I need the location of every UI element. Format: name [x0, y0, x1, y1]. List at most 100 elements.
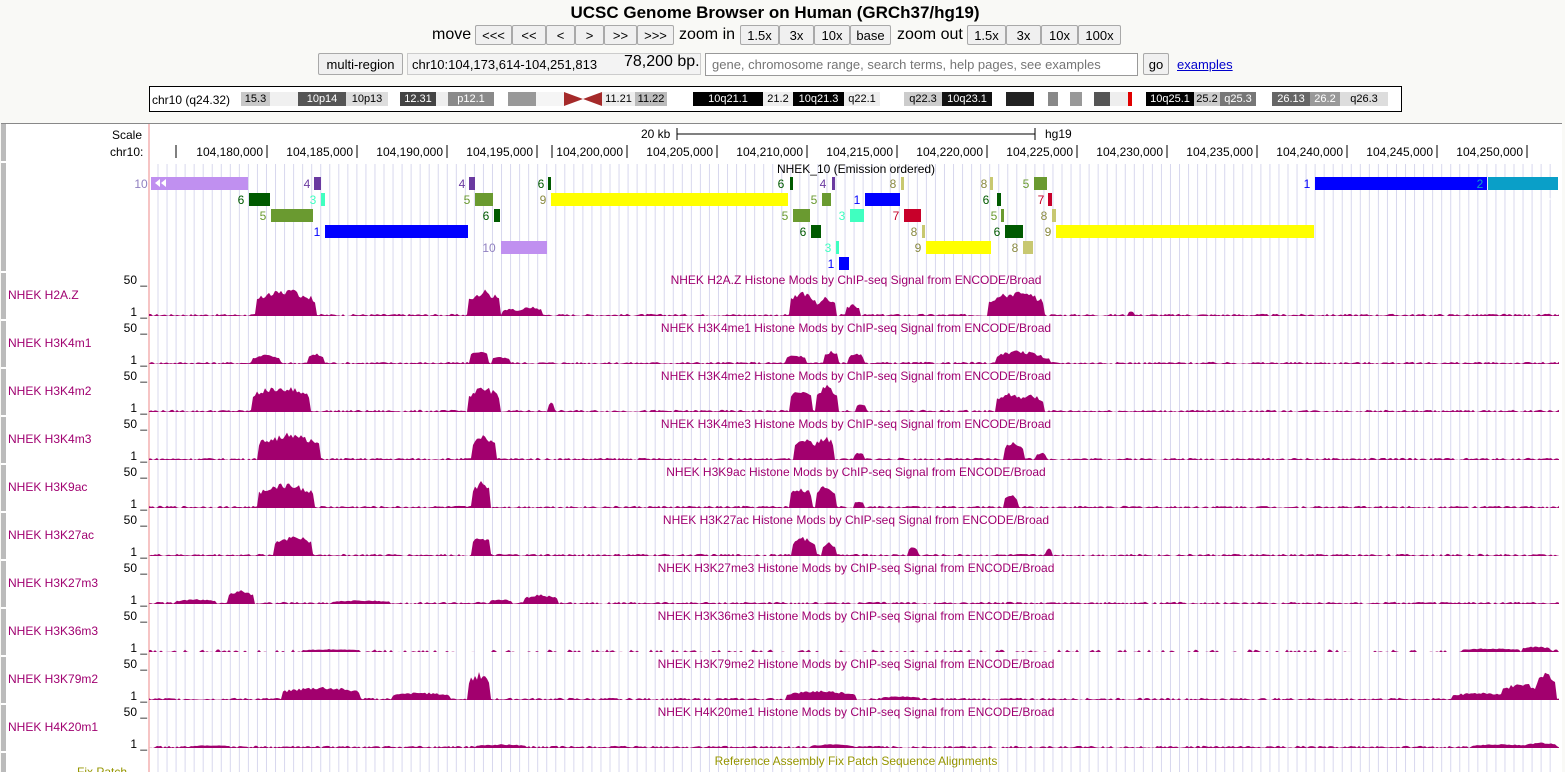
chromhmm-state-block[interactable] [839, 257, 849, 270]
chromhmm-state-block[interactable] [314, 177, 321, 190]
chromhmm-state-block[interactable] [904, 209, 921, 222]
examples-link[interactable]: examples [1177, 57, 1233, 72]
chromhmm-state-block[interactable] [1023, 241, 1033, 254]
ruler-tick-label: 104,250,000 [1456, 145, 1523, 159]
track-label[interactable]: NHEK H3K4m2 [8, 384, 92, 398]
track-label[interactable]: NHEK H3K4m1 [8, 336, 92, 350]
band-label: q22.1 [844, 92, 880, 106]
chromosome-ideogram[interactable]: chr10 (q24.32) 15.3 10p14 10p13 12.31 p1… [149, 86, 1402, 112]
chromhmm-state-block[interactable] [922, 225, 925, 238]
zoom-out-1.5x-button[interactable]: 1.5x [967, 25, 1006, 45]
signal-track[interactable]: NHEK H3K4me2 Histone Mods by ChIP-seq Si… [124, 369, 1559, 415]
chromhmm-state-label: 5 [782, 209, 789, 223]
chromhmm-state-block[interactable] [997, 193, 1001, 206]
zoom-in-1.5x-button[interactable]: 1.5x [740, 25, 779, 45]
zoom-in-10x-button[interactable]: 10x [814, 25, 850, 45]
chromhmm-state-block[interactable] [475, 193, 493, 206]
chromhmm-state-block[interactable] [469, 177, 475, 190]
track-drag-handles[interactable] [1, 124, 6, 772]
chromhmm-state-block[interactable] [494, 209, 500, 222]
signal-track[interactable]: NHEK H3K79me2 Histone Mods by ChIP-seq S… [124, 657, 1559, 703]
chromhmm-state-block[interactable] [551, 193, 788, 206]
move-left-far-button[interactable]: <<< [475, 25, 512, 45]
chromhmm-state-block[interactable] [1034, 177, 1047, 190]
position-bar: multi-region chr10:104,173,614-104,251,8… [0, 53, 1565, 77]
zoom-out-3x-button[interactable]: 3x [1006, 25, 1041, 45]
chromhmm-state-block[interactable] [793, 209, 810, 222]
chromhmm-state-block[interactable] [822, 193, 831, 206]
track-label[interactable]: NHEK H3K4m3 [8, 432, 92, 446]
chromhmm-state-label: 6 [983, 193, 990, 207]
chromhmm-state-block[interactable] [1488, 177, 1558, 190]
zoom-out-10x-button[interactable]: 10x [1041, 25, 1078, 45]
chromhmm-state-block[interactable] [501, 241, 547, 254]
ruler-tick-label: 104,210,000 [736, 145, 803, 159]
chromhmm-state-block[interactable] [548, 177, 551, 190]
chromhmm-state-block[interactable] [1315, 177, 1487, 190]
signal-track[interactable]: NHEK H3K4me1 Histone Mods by ChIP-seq Si… [124, 321, 1559, 367]
track-label[interactable]: NHEK H3K27m3 [8, 576, 99, 590]
track-label[interactable]: NHEK H3K9ac [8, 480, 88, 494]
chromhmm-state-block[interactable] [901, 177, 904, 190]
y-max-label: 50 _ [124, 513, 148, 527]
move-right-more-button[interactable]: >> [604, 25, 637, 45]
signal-track[interactable]: NHEK H3K27ac Histone Mods by ChIP-seq Si… [124, 513, 1559, 559]
zoom-in-3x-button[interactable]: 3x [779, 25, 814, 45]
zoom-out-100x-button[interactable]: 100x [1078, 25, 1121, 45]
track-label[interactable]: NHEK H4K20m1 [8, 720, 99, 734]
chromhmm-state-block[interactable] [249, 193, 270, 206]
track-label[interactable]: NHEK H3K36m3 [8, 624, 99, 638]
chromhmm-state-block[interactable] [1052, 209, 1056, 222]
multi-region-button[interactable]: multi-region [318, 53, 403, 75]
chromhmm-state-label: 8 [1041, 209, 1048, 223]
signal-track-title: NHEK H3K9ac Histone Mods by ChIP-seq Sig… [666, 465, 1045, 479]
chromhmm-state-block[interactable] [811, 225, 821, 238]
chromhmm-state-block[interactable] [325, 225, 468, 238]
position-display: chr10:104,173,614-104,251,813 [407, 53, 701, 75]
signal-track[interactable]: NHEK H3K4me3 Histone Mods by ChIP-seq Si… [124, 417, 1559, 463]
move-left-more-button[interactable]: << [512, 25, 546, 45]
signal-track[interactable]: NHEK H2A.Z Histone Mods by ChIP-seq Sign… [124, 273, 1559, 319]
assembly-label: hg19 [1045, 127, 1072, 141]
chromhmm-state-block[interactable] [1048, 193, 1052, 206]
chromhmm-state-block[interactable] [836, 241, 839, 254]
ruler-tick-label: 104,195,000 [466, 145, 533, 159]
chromhmm-state-block[interactable] [926, 241, 991, 254]
move-right-far-button[interactable]: >>> [637, 25, 674, 45]
chromhmm-state-block[interactable] [865, 193, 900, 206]
track-display[interactable]: Scale chr10: NHEK H2A.Z NHEK H3K4m1 NHEK H… [1, 123, 1562, 772]
move-right-button[interactable]: > [575, 25, 604, 45]
chromhmm-state-block[interactable] [151, 177, 248, 190]
chromhmm-state-label: 6 [800, 225, 807, 239]
chromhmm-track[interactable]: NHEK_10 (Emission ordered) 10 4 4 6 6 4 8 8 5 1 2 6 3… [134, 162, 1558, 271]
go-button[interactable]: go [1143, 53, 1169, 75]
track-label[interactable]: NHEK H3K79m2 [8, 672, 99, 686]
signal-track[interactable]: NHEK H3K27me3 Histone Mods by ChIP-seq S… [124, 561, 1559, 607]
chromhmm-state-block[interactable] [1001, 209, 1004, 222]
y-max-label: 50 _ [124, 609, 148, 623]
chromhmm-state-block[interactable] [990, 177, 993, 190]
y-max-label: 50 _ [124, 369, 148, 383]
signal-track[interactable]: NHEK H4K20me1 Histone Mods by ChIP-seq S… [124, 705, 1559, 751]
track-label[interactable]: NHEK H3K27ac [8, 528, 95, 542]
chromhmm-state-block[interactable] [321, 193, 325, 206]
move-left-button[interactable]: < [546, 25, 575, 45]
track-label[interactable]: NHEK H2A.Z [8, 288, 79, 302]
band-label: q22.3 [904, 92, 942, 106]
chromhmm-state-label: 9 [540, 193, 547, 207]
signal-track[interactable]: NHEK H3K9ac Histone Mods by ChIP-seq Sig… [124, 465, 1559, 511]
chromhmm-state-block[interactable] [850, 209, 864, 222]
chromhmm-state-block[interactable] [1005, 225, 1023, 238]
chromhmm-state-block[interactable] [271, 209, 313, 222]
chromhmm-state-block[interactable] [832, 177, 835, 190]
zoom-in-base-button[interactable]: base [850, 25, 891, 45]
chromhmm-state-label: 4 [459, 177, 466, 191]
chromhmm-state-label: 6 [483, 209, 490, 223]
signal-graph [149, 481, 1559, 508]
signal-track[interactable]: NHEK H3K36me3 Histone Mods by ChIP-seq S… [124, 609, 1559, 655]
y-min-label: 1 _ [130, 401, 147, 415]
chromhmm-state-block[interactable] [1056, 225, 1314, 238]
chromhmm-state-block[interactable] [790, 177, 793, 190]
ruler-tick-label: 104,235,000 [1186, 145, 1253, 159]
search-input[interactable] [705, 53, 1138, 76]
